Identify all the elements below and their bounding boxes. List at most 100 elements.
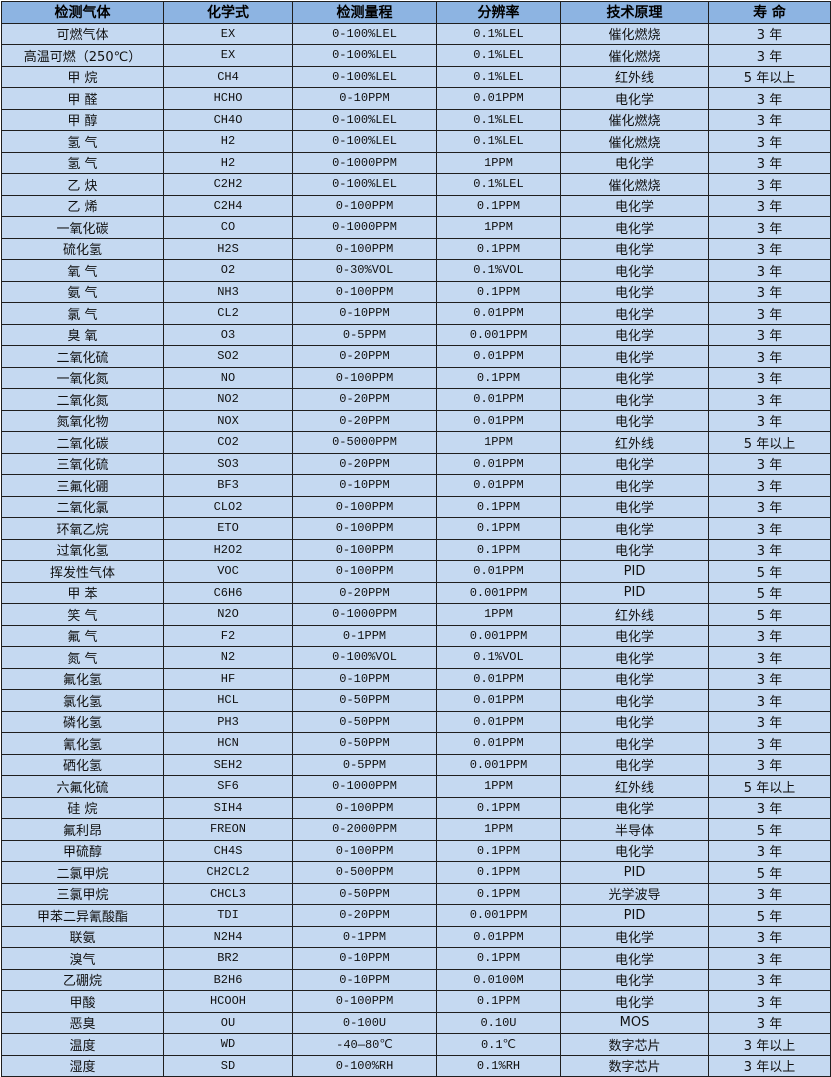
cell-formula: NO2	[163, 388, 293, 411]
cell-resolution: 0.01PPM	[436, 409, 561, 432]
cell-range: 0-100PPM	[292, 796, 437, 819]
cell-formula: SO3	[163, 452, 293, 475]
cell-principle: PID	[560, 861, 709, 884]
cell-gas: 甲 醇	[1, 108, 164, 131]
cell-lifetime: 3 年	[708, 882, 831, 905]
cell-principle: 电化学	[560, 452, 709, 475]
cell-range: 0-100PPM	[292, 517, 437, 540]
cell-resolution: 0.001PPM	[436, 581, 561, 604]
cell-formula: N2O	[163, 603, 293, 626]
table-row: 联氨 N2H4 0-1PPM 0.01PPM 电化学 3 年	[1, 925, 831, 948]
header-formula: 化学式	[163, 1, 293, 24]
table-row: 二氧化氮 NO2 0-20PPM 0.01PPM 电化学 3 年	[1, 388, 831, 411]
cell-principle: 电化学	[560, 710, 709, 733]
cell-resolution: 0.001PPM	[436, 624, 561, 647]
table-row: 氮氧化物 NOX 0-20PPM 0.01PPM 电化学 3 年	[1, 409, 831, 432]
cell-formula: NH3	[163, 280, 293, 303]
cell-principle: 电化学	[560, 538, 709, 561]
cell-gas: 乙硼烷	[1, 968, 164, 991]
cell-gas: 硅 烷	[1, 796, 164, 819]
table-row: 一氧化碳 CO 0-1000PPM 1PPM 电化学 3 年	[1, 216, 831, 239]
cell-gas: 恶臭	[1, 1011, 164, 1034]
cell-principle: 电化学	[560, 925, 709, 948]
cell-range: 0-20PPM	[292, 388, 437, 411]
cell-lifetime: 3 年	[708, 259, 831, 282]
cell-lifetime: 3 年以上	[708, 1054, 831, 1077]
cell-lifetime: 5 年	[708, 861, 831, 884]
cell-range: 0-20PPM	[292, 904, 437, 927]
cell-range: 0-100PPM	[292, 839, 437, 862]
cell-gas: 甲酸	[1, 990, 164, 1013]
cell-formula: CL2	[163, 302, 293, 325]
cell-formula: SO2	[163, 345, 293, 368]
cell-range: 0-100%LEL	[292, 65, 437, 88]
cell-resolution: 0.01PPM	[436, 345, 561, 368]
cell-range: 0-10PPM	[292, 667, 437, 690]
cell-range: 0-5000PPM	[292, 431, 437, 454]
table-row: 湿度 SD 0-100%RH 0.1%RH 数字芯片 3 年以上	[1, 1054, 831, 1077]
cell-lifetime: 3 年	[708, 280, 831, 303]
cell-resolution: 0.01PPM	[436, 710, 561, 733]
cell-lifetime: 3 年	[708, 990, 831, 1013]
table-row: 三氯甲烷 CHCL3 0-50PPM 0.1PPM 光学波导 3 年	[1, 882, 831, 905]
cell-lifetime: 3 年	[708, 538, 831, 561]
cell-lifetime: 3 年	[708, 925, 831, 948]
cell-lifetime: 3 年	[708, 689, 831, 712]
cell-range: 0-100%LEL	[292, 22, 437, 45]
cell-resolution: 0.1%VOL	[436, 646, 561, 669]
cell-principle: 电化学	[560, 646, 709, 669]
cell-gas: 三氟化硼	[1, 474, 164, 497]
table-row: 三氧化硫 SO3 0-20PPM 0.01PPM 电化学 3 年	[1, 452, 831, 475]
cell-lifetime: 5 年以上	[708, 775, 831, 798]
cell-gas: 硒化氢	[1, 753, 164, 776]
cell-resolution: 1PPM	[436, 216, 561, 239]
cell-lifetime: 3 年	[708, 732, 831, 755]
cell-gas: 磷化氢	[1, 710, 164, 733]
cell-formula: H2	[163, 130, 293, 153]
cell-gas: 二氧化氮	[1, 388, 164, 411]
table-row: 硒化氢 SEH2 0-5PPM 0.001PPM 电化学 3 年	[1, 753, 831, 776]
cell-resolution: 0.1PPM	[436, 882, 561, 905]
cell-principle: 催化燃烧	[560, 130, 709, 153]
cell-range: 0-100PPM	[292, 194, 437, 217]
cell-range: 0-5PPM	[292, 753, 437, 776]
cell-formula: H2	[163, 151, 293, 174]
cell-principle: 电化学	[560, 87, 709, 110]
cell-resolution: 0.1PPM	[436, 839, 561, 862]
cell-formula: EX	[163, 44, 293, 67]
cell-principle: 电化学	[560, 947, 709, 970]
cell-lifetime: 3 年	[708, 667, 831, 690]
cell-gas: 一氧化碳	[1, 216, 164, 239]
cell-lifetime: 3 年	[708, 87, 831, 110]
cell-resolution: 0.1PPM	[436, 495, 561, 518]
cell-resolution: 1PPM	[436, 603, 561, 626]
cell-gas: 甲苯二异氰酸酯	[1, 904, 164, 927]
cell-principle: 红外线	[560, 775, 709, 798]
cell-principle: 电化学	[560, 216, 709, 239]
cell-principle: 电化学	[560, 495, 709, 518]
cell-lifetime: 3 年	[708, 452, 831, 475]
cell-range: 0-100%LEL	[292, 130, 437, 153]
cell-resolution: 1PPM	[436, 775, 561, 798]
table-row: 甲 醇 CH4O 0-100%LEL 0.1%LEL 催化燃烧 3 年	[1, 108, 831, 131]
cell-formula: CH4O	[163, 108, 293, 131]
cell-principle: 红外线	[560, 603, 709, 626]
cell-lifetime: 3 年	[708, 646, 831, 669]
cell-principle: 催化燃烧	[560, 44, 709, 67]
cell-principle: PID	[560, 904, 709, 927]
cell-range: 0-5PPM	[292, 323, 437, 346]
cell-lifetime: 3 年	[708, 388, 831, 411]
cell-principle: PID	[560, 560, 709, 583]
cell-lifetime: 3 年	[708, 366, 831, 389]
cell-resolution: 0.0100M	[436, 968, 561, 991]
cell-gas: 二氧化碳	[1, 431, 164, 454]
cell-lifetime: 3 年以上	[708, 1033, 831, 1056]
cell-resolution: 0.001PPM	[436, 323, 561, 346]
table-row: 挥发性气体 VOC 0-100PPM 0.01PPM PID 5 年	[1, 560, 831, 583]
cell-resolution: 0.01PPM	[436, 87, 561, 110]
cell-formula: BF3	[163, 474, 293, 497]
cell-principle: 催化燃烧	[560, 108, 709, 131]
cell-formula: N2H4	[163, 925, 293, 948]
cell-gas: 环氧乙烷	[1, 517, 164, 540]
cell-resolution: 0.01PPM	[436, 560, 561, 583]
